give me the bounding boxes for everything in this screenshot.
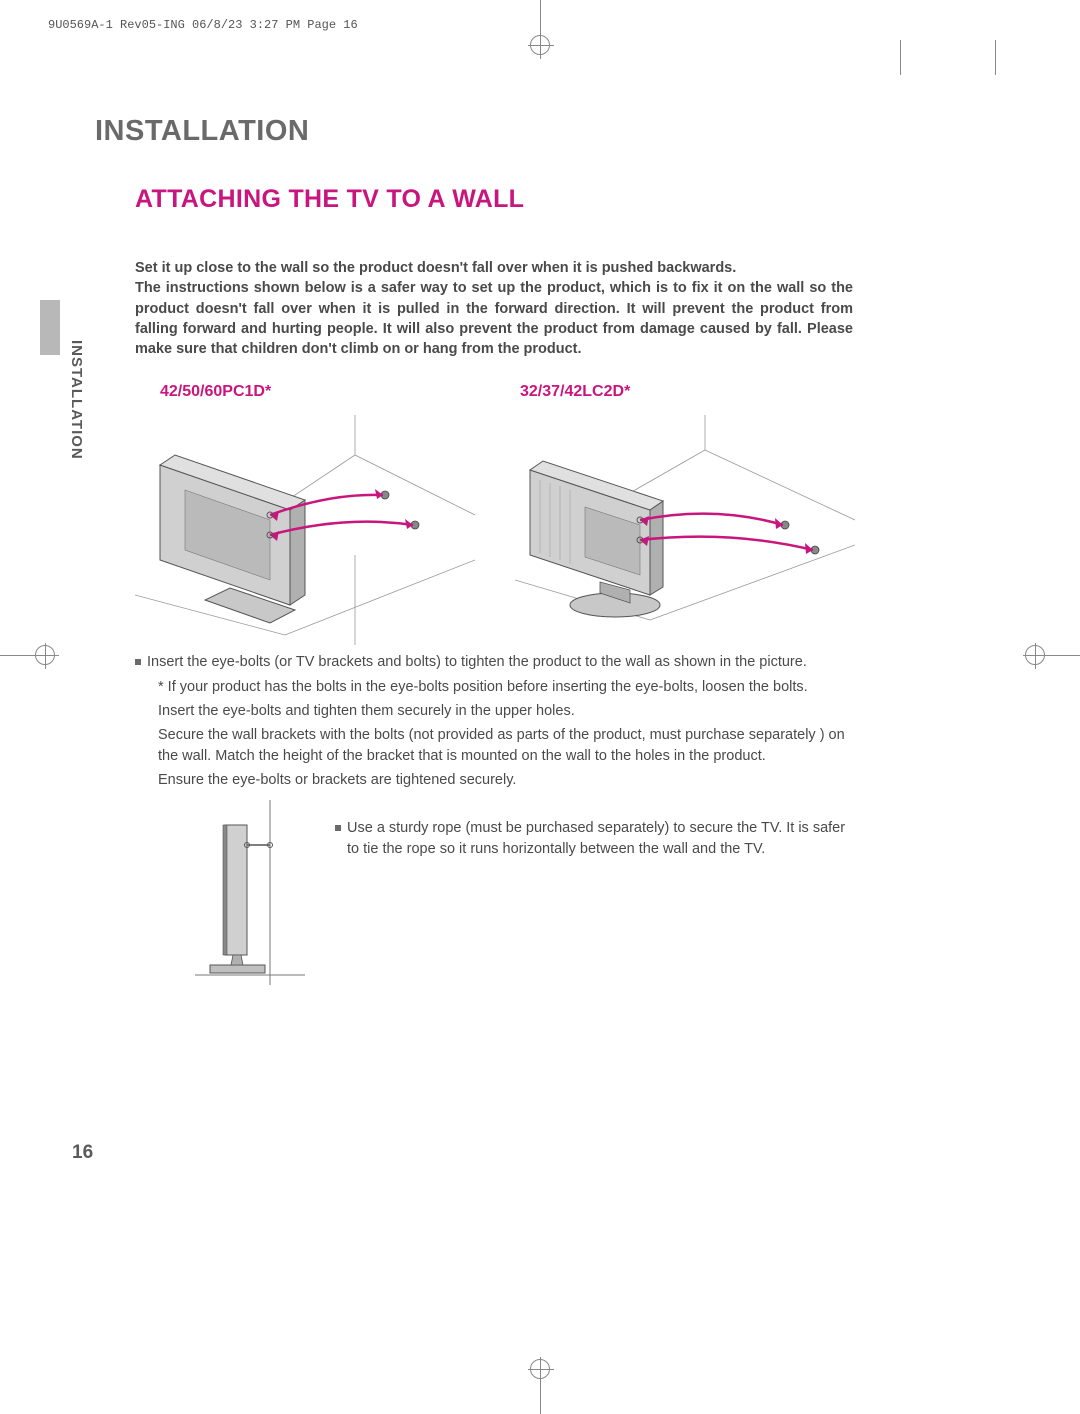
page-number: 16	[72, 1142, 93, 1164]
tv-side-view-diagram	[195, 800, 305, 985]
rope-text-content: Use a sturdy rope (must be purchased sep…	[347, 818, 855, 860]
crop-mark-right	[1025, 645, 1080, 665]
model-label-2: 32/37/42LC2D*	[520, 383, 630, 401]
intro-text: Set it up close to the wall so the produ…	[135, 258, 853, 359]
sidebar-tab	[40, 300, 60, 355]
bullet-icon	[335, 825, 341, 831]
trim-mark	[995, 40, 996, 75]
model-label-1: 42/50/60PC1D*	[160, 383, 271, 401]
tv-wall-diagram-1	[135, 415, 475, 645]
instruction-indent-4: Ensure the eye-bolts or brackets are tig…	[158, 770, 855, 791]
instruction-bullet-1: Insert the eye-bolts (or TV brackets and…	[147, 652, 807, 673]
rope-instruction: Use a sturdy rope (must be purchased sep…	[335, 818, 855, 860]
intro-p1: Set it up close to the wall so the produ…	[135, 258, 853, 278]
instruction-indent-3: Secure the wall brackets with the bolts …	[158, 725, 855, 767]
instruction-indent-2: Insert the eye-bolts and tighten them se…	[158, 701, 855, 722]
crop-mark-bottom	[530, 1359, 550, 1414]
page-header-meta: 9U0569A-1 Rev05-ING 06/8/23 3:27 PM Page…	[48, 18, 358, 32]
bullet-icon	[135, 659, 141, 665]
main-title: INSTALLATION	[95, 115, 309, 148]
crop-mark-left	[0, 645, 55, 665]
section-title: ATTACHING THE TV TO A WALL	[135, 185, 524, 214]
intro-p2: The instructions shown below is a safer …	[135, 278, 853, 359]
trim-mark	[900, 40, 901, 75]
instruction-indent-1: * If your product has the bolts in the e…	[158, 677, 855, 698]
crop-mark-top	[530, 0, 550, 55]
tv-wall-diagram-2	[515, 415, 855, 635]
instructions-block: Insert the eye-bolts (or TV brackets and…	[135, 652, 855, 794]
diagram-area	[135, 415, 855, 645]
sidebar-label: INSTALLATION	[68, 340, 85, 460]
